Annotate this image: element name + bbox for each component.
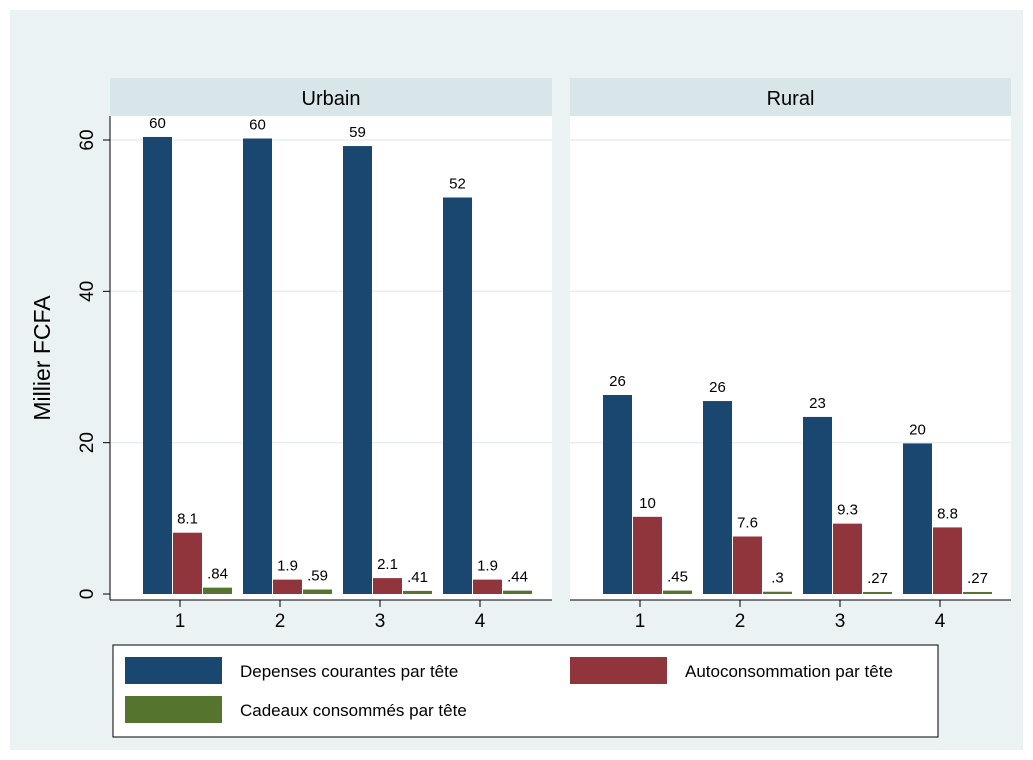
bar [833,523,862,594]
legend-label-cadeaux: Cadeaux consommés par tête [240,701,467,720]
data-label: 26 [709,379,726,396]
panel-title-strip [570,78,1011,116]
legend-item-autoconsommation: Autoconsommation par tête [570,657,893,684]
panel-title: Rural [767,88,815,110]
data-label: .41 [407,569,428,586]
data-label: 9.3 [837,502,858,519]
plot-area [110,116,552,600]
data-label: 8.8 [937,505,958,522]
bar [933,527,962,594]
bar [443,197,472,595]
legend: Depenses courantes par tête Autoconsomma… [112,644,939,738]
bar [803,416,832,594]
bar [403,590,432,594]
chart-panels: Urbain 60 60 59 52 8.1 1.9 2.1 1.9 .84 .59 .41 .44 1 2… [77,78,1011,632]
bar [763,591,792,594]
bar [633,516,662,594]
bar [903,443,932,594]
data-label: 60 [149,115,166,132]
x-tick-label: 1 [175,611,186,632]
bar [373,578,402,594]
y-tick-label: 40 [77,281,98,302]
bar [173,532,202,594]
data-label: 10 [639,495,656,512]
x-tick-label: 3 [835,611,846,632]
data-label: 23 [809,395,826,412]
y-tick-label: 60 [77,129,98,150]
bar [733,536,762,594]
bar [473,579,502,594]
x-tick-label: 2 [275,611,286,632]
y-axis: 0 20 40 60 [77,116,111,600]
legend-swatch-autoconsommation [570,657,667,684]
data-label: 8.1 [177,511,198,528]
data-label: 1.9 [277,558,298,575]
bar [273,579,302,594]
data-label: 26 [609,373,626,390]
data-label: .27 [867,570,888,587]
legend-item-cadeaux: Cadeaux consommés par tête [125,696,467,723]
data-label: 52 [449,176,466,193]
legend-swatch-cadeaux [125,696,222,723]
x-tick-label: 4 [475,611,486,632]
legend-item-depenses: Depenses courantes par tête [125,657,458,684]
legend-box [112,644,939,738]
bar [863,591,892,594]
data-label: .45 [667,569,688,586]
panel-title: Urbain [302,88,361,110]
bar [303,589,332,594]
bar [203,587,232,594]
bar [703,401,732,594]
legend-label-autoconsommation: Autoconsommation par tête [685,662,893,681]
bar [603,394,632,594]
panel-urbain: Urbain 60 60 59 52 8.1 1.9 2.1 1.9 .84 .59 .41 .44 1 2… [110,78,552,632]
bar [243,138,272,594]
data-label: .27 [967,570,988,587]
data-label: .84 [207,566,228,583]
y-tick-label: 20 [77,432,98,453]
data-label: .44 [507,569,528,586]
data-label: 7.6 [737,514,758,531]
data-label: 20 [909,421,926,438]
data-label: 1.9 [477,558,498,575]
legend-label-depenses: Depenses courantes par tête [240,662,458,681]
bar [143,136,172,594]
y-tick-label: 0 [77,589,98,600]
data-label: 60 [249,116,266,133]
bar [663,590,692,594]
data-label: .59 [307,568,328,585]
x-tick-label: 4 [935,611,946,632]
x-tick-label: 2 [735,611,746,632]
y-axis-label: Millier FCFA [29,295,55,421]
data-label: .3 [771,570,784,587]
panel-title-strip [110,78,552,116]
bar [963,591,992,594]
bar [343,146,372,594]
data-label: 2.1 [377,556,398,573]
data-label: 59 [349,124,366,141]
bar [503,590,532,594]
x-tick-label: 1 [635,611,646,632]
x-tick-label: 3 [375,611,386,632]
legend-swatch-depenses [125,657,222,684]
